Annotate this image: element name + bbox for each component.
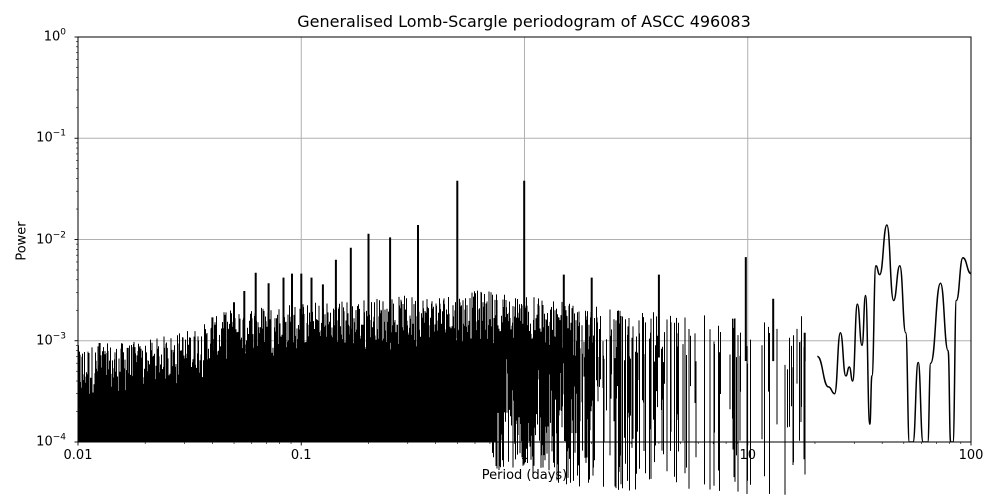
y-tick-label: 100 — [43, 27, 66, 45]
tick-marks — [74, 36, 972, 446]
x-tick-label: 10 — [739, 448, 757, 463]
y-tick-label: 10−2 — [36, 230, 66, 248]
x-tick-label: 0.1 — [290, 448, 312, 463]
x-tick-label: 1 — [520, 448, 529, 463]
x-axis-label: Period (days) — [481, 468, 568, 483]
chart-title: Generalised Lomb-Scargle periodogram of … — [297, 12, 751, 31]
y-axis-label: Power — [14, 221, 30, 261]
y-tick-label: 10−4 — [36, 432, 66, 450]
y-tick-label: 10−1 — [36, 128, 66, 146]
y-tick-label: 10−3 — [36, 331, 66, 349]
x-tick-label: 0.01 — [63, 448, 93, 463]
x-tick-label: 100 — [958, 448, 984, 463]
power-series-line — [77, 180, 971, 495]
